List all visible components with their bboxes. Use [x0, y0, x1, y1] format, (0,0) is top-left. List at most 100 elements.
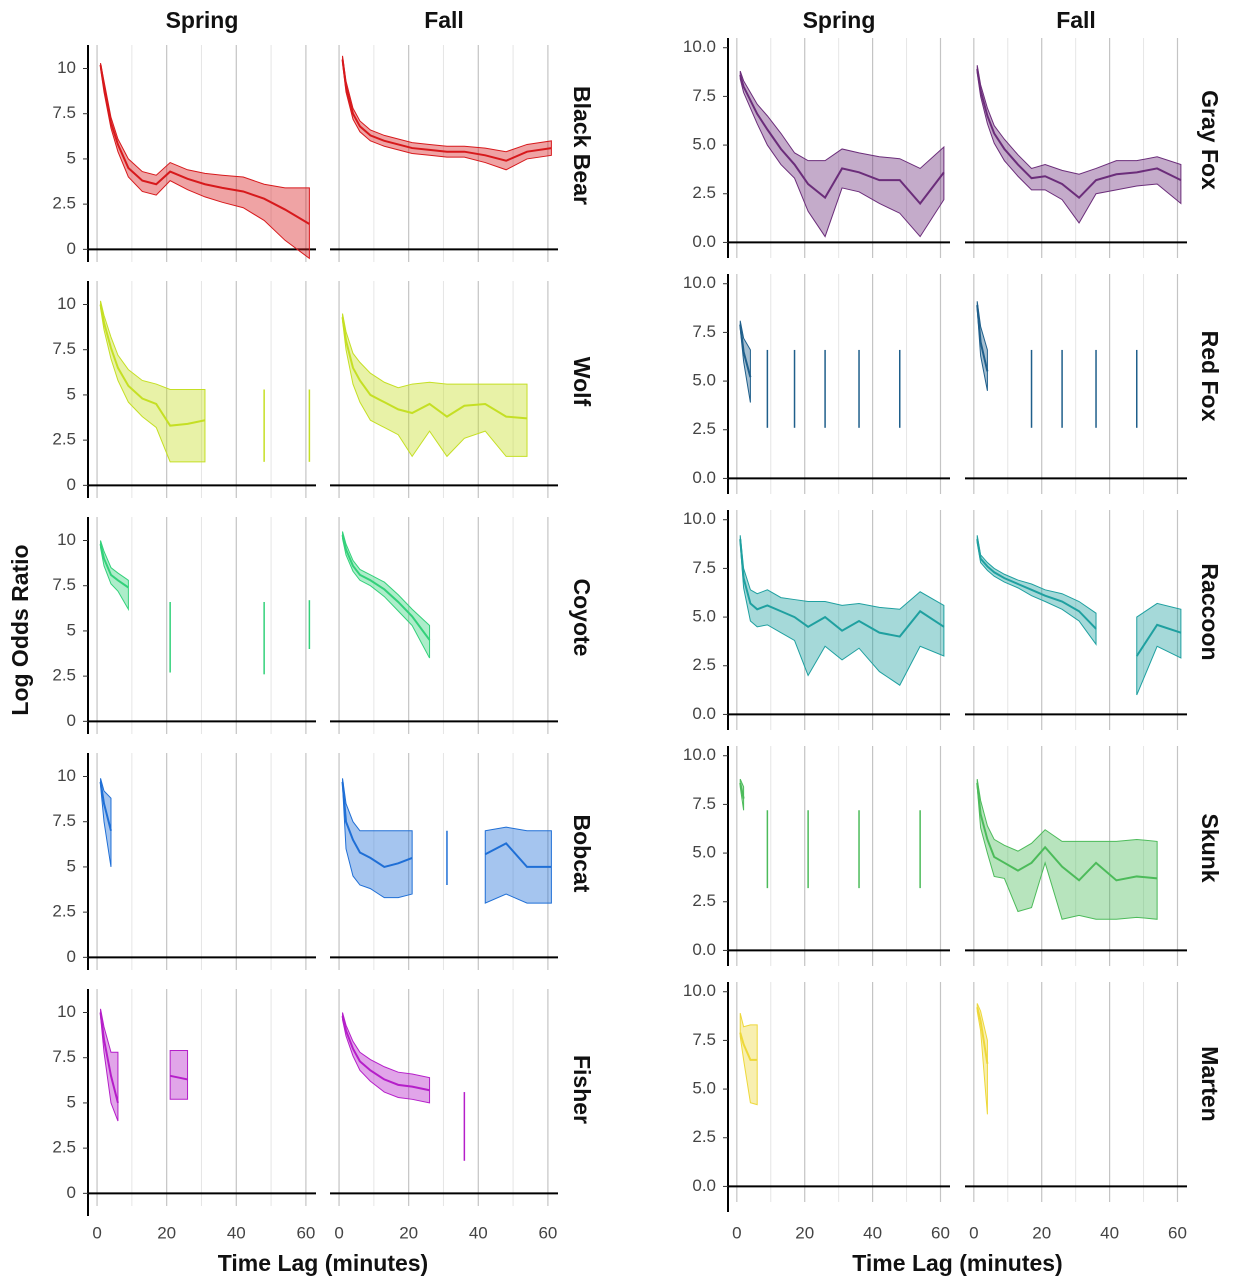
x-tick-label: 20 — [399, 1223, 418, 1242]
y-tick-label: 10.0 — [683, 37, 716, 56]
confidence-band — [1136, 602, 1182, 696]
y-tick-label: 5 — [67, 856, 76, 875]
x-tick-label: 60 — [931, 1223, 950, 1242]
y-tick-label: 10.0 — [683, 509, 716, 528]
estimate-line — [99, 64, 310, 225]
confidence-band — [100, 540, 129, 612]
x-tick-label: 60 — [538, 1223, 557, 1242]
y-tick-label: 2.5 — [52, 430, 76, 449]
estimate-line — [341, 317, 528, 420]
facet-label: Bobcat — [569, 815, 595, 893]
confidence-band — [342, 778, 413, 899]
y-tick-label: 10.0 — [683, 273, 716, 292]
y-tick-label: 2.5 — [692, 183, 716, 202]
estimate-line — [341, 534, 431, 641]
facet-label: Fisher — [569, 1055, 595, 1124]
y-tick-label: 0 — [67, 947, 76, 966]
y-tick-label: 5.0 — [692, 371, 716, 390]
y-tick-label: 7.5 — [52, 1047, 76, 1066]
column-title: Spring — [166, 7, 239, 33]
y-tick-label: 10.0 — [683, 981, 716, 1000]
y-tick-label: 7.5 — [52, 339, 76, 358]
confidence-band — [976, 65, 1182, 224]
y-tick-label: 2.5 — [52, 666, 76, 685]
x-tick-label: 40 — [469, 1223, 488, 1242]
y-tick-label: 7.5 — [692, 86, 716, 105]
y-tick-label: 5.0 — [692, 135, 716, 154]
estimate-line — [739, 74, 945, 206]
y-tick-label: 5 — [67, 384, 76, 403]
y-tick-label: 7.5 — [692, 558, 716, 577]
facet-label: Skunk — [1197, 813, 1223, 882]
confidence-band — [100, 62, 310, 260]
confidence-band — [342, 313, 528, 458]
confidence-band — [739, 535, 945, 686]
x-tick-label: 60 — [296, 1223, 315, 1242]
y-tick-label: 7.5 — [692, 1030, 716, 1049]
y-axis-title: Log Odds Ratio — [7, 544, 33, 715]
y-tick-label: 5 — [67, 148, 76, 167]
facet-label: Marten — [1197, 1046, 1223, 1121]
confidence-band — [342, 531, 431, 659]
estimate-line — [99, 304, 206, 427]
estimate-line — [976, 782, 1158, 882]
estimate-line — [169, 1074, 188, 1081]
x-tick-label: 20 — [1032, 1223, 1051, 1242]
estimate-line — [99, 1012, 119, 1104]
estimate-line — [341, 59, 552, 162]
x-axis-title: Time Lag (minutes) — [852, 1250, 1062, 1276]
y-tick-label: 0.0 — [692, 468, 716, 487]
y-tick-label: 2.5 — [692, 655, 716, 674]
estimate-line — [99, 781, 112, 832]
facet-label: Raccoon — [1197, 563, 1223, 660]
y-tick-label: 0.0 — [692, 704, 716, 723]
x-axis-title: Time Lag (minutes) — [218, 1250, 428, 1276]
y-tick-label: 0.0 — [692, 1176, 716, 1195]
estimate-line — [739, 1032, 758, 1061]
facet-label: Wolf — [569, 357, 595, 407]
y-tick-label: 7.5 — [52, 575, 76, 594]
x-tick-label: 0 — [732, 1223, 741, 1242]
confidence-band — [342, 55, 552, 171]
confidence-band — [976, 535, 1097, 646]
estimate-line — [976, 68, 1182, 199]
column-title: Fall — [1056, 7, 1096, 33]
x-tick-label: 0 — [92, 1223, 101, 1242]
y-tick-label: 7.5 — [692, 794, 716, 813]
x-tick-label: 40 — [227, 1223, 246, 1242]
estimate-line — [484, 842, 552, 868]
estimate-line — [341, 781, 413, 869]
estimate-line — [976, 1007, 989, 1064]
confidence-band — [342, 1012, 431, 1104]
estimate-line — [341, 1015, 430, 1092]
x-tick-label: 60 — [1168, 1223, 1187, 1242]
y-tick-label: 0.0 — [692, 940, 716, 959]
y-tick-label: 10 — [57, 766, 76, 785]
confidence-band — [739, 1013, 758, 1106]
estimate-line — [99, 543, 129, 589]
y-tick-label: 10 — [57, 294, 76, 313]
confidence-band — [484, 826, 552, 904]
y-tick-label: 2.5 — [52, 194, 76, 213]
y-tick-label: 2.5 — [692, 419, 716, 438]
y-tick-label: 10 — [57, 530, 76, 549]
estimate-line — [739, 782, 745, 799]
x-tick-label: 40 — [863, 1223, 882, 1242]
y-tick-label: 2.5 — [52, 1138, 76, 1157]
x-tick-label: 20 — [157, 1223, 176, 1242]
y-tick-label: 0 — [67, 475, 76, 494]
y-tick-label: 10 — [57, 1002, 76, 1021]
estimate-line — [976, 539, 1097, 630]
y-tick-label: 5 — [67, 1092, 76, 1111]
y-tick-label: 0.0 — [692, 232, 716, 251]
facet-label: Red Fox — [1197, 331, 1223, 422]
x-tick-label: 40 — [1100, 1223, 1119, 1242]
confidence-band — [169, 1049, 189, 1100]
y-tick-label: 0 — [67, 1183, 76, 1202]
y-tick-label: 2.5 — [692, 891, 716, 910]
y-tick-label: 2.5 — [52, 902, 76, 921]
estimate-line — [1135, 623, 1182, 657]
x-tick-label: 0 — [969, 1223, 978, 1242]
confidence-band — [976, 779, 1158, 920]
